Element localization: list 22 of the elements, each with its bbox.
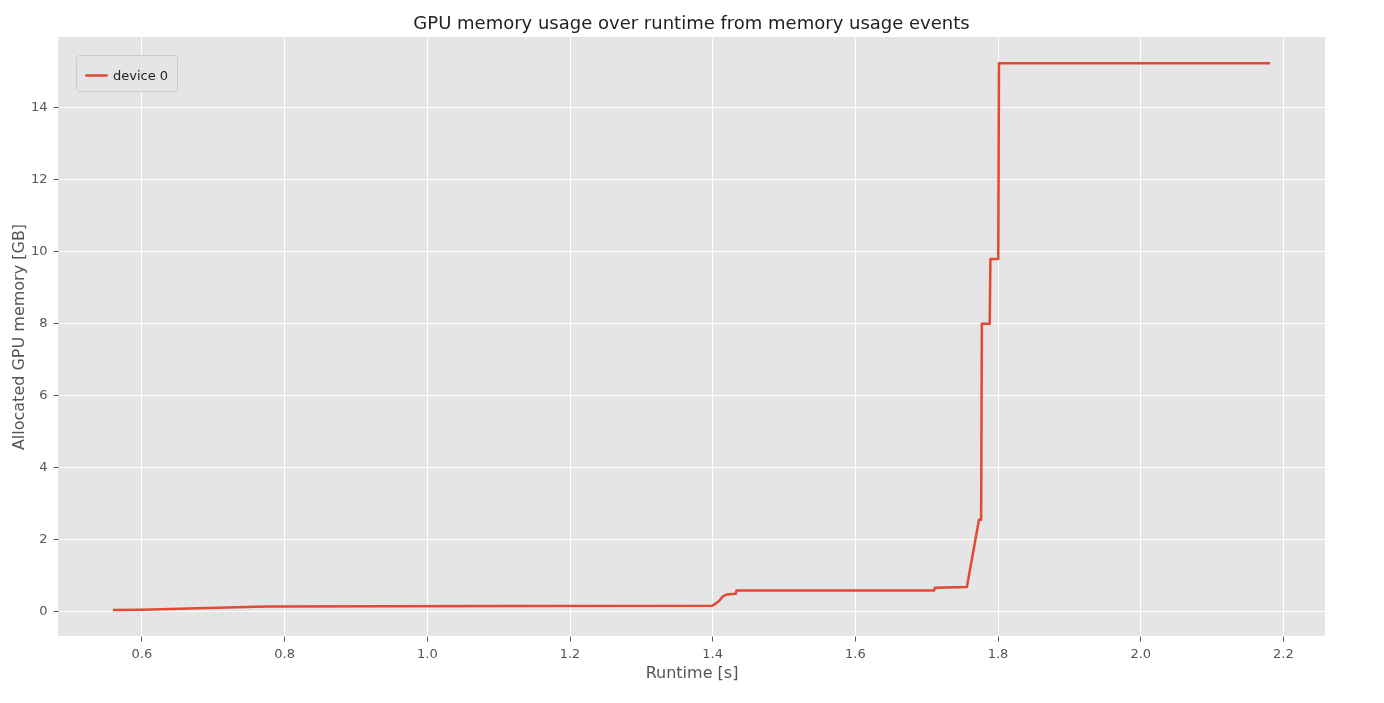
x-tick-label: 1.8 — [987, 645, 1009, 661]
x-axis-title: Runtime [s] — [645, 662, 739, 682]
x-tick-label: 2.2 — [1273, 645, 1294, 661]
x-tick-label: 1.6 — [845, 645, 866, 661]
y-tick-label: 10 — [30, 243, 48, 259]
y-tick-label: 0 — [39, 603, 48, 619]
x-tick-label: 1.2 — [559, 645, 581, 661]
y-tick-label: 14 — [30, 99, 48, 115]
y-tick-label: 12 — [30, 171, 48, 187]
y-tick-label: 4 — [39, 459, 48, 475]
y-axis-title: Allocated GPU memory [GB] — [8, 223, 28, 451]
chart-title: GPU memory usage over runtime from memory usage events — [413, 12, 970, 33]
y-tick-label: 2 — [39, 531, 48, 547]
x-tick-label: 1.4 — [702, 645, 724, 661]
y-tick-label: 8 — [39, 315, 48, 331]
x-tick-label: 0.8 — [274, 645, 295, 661]
x-tick-label: 2.0 — [1130, 645, 1152, 661]
legend-label: device 0 — [113, 67, 169, 83]
x-tick-label: 0.6 — [131, 645, 153, 661]
line-series — [111, 62, 1272, 612]
x-tick-label: 1.0 — [416, 645, 438, 661]
y-tick-label: 6 — [39, 387, 48, 403]
